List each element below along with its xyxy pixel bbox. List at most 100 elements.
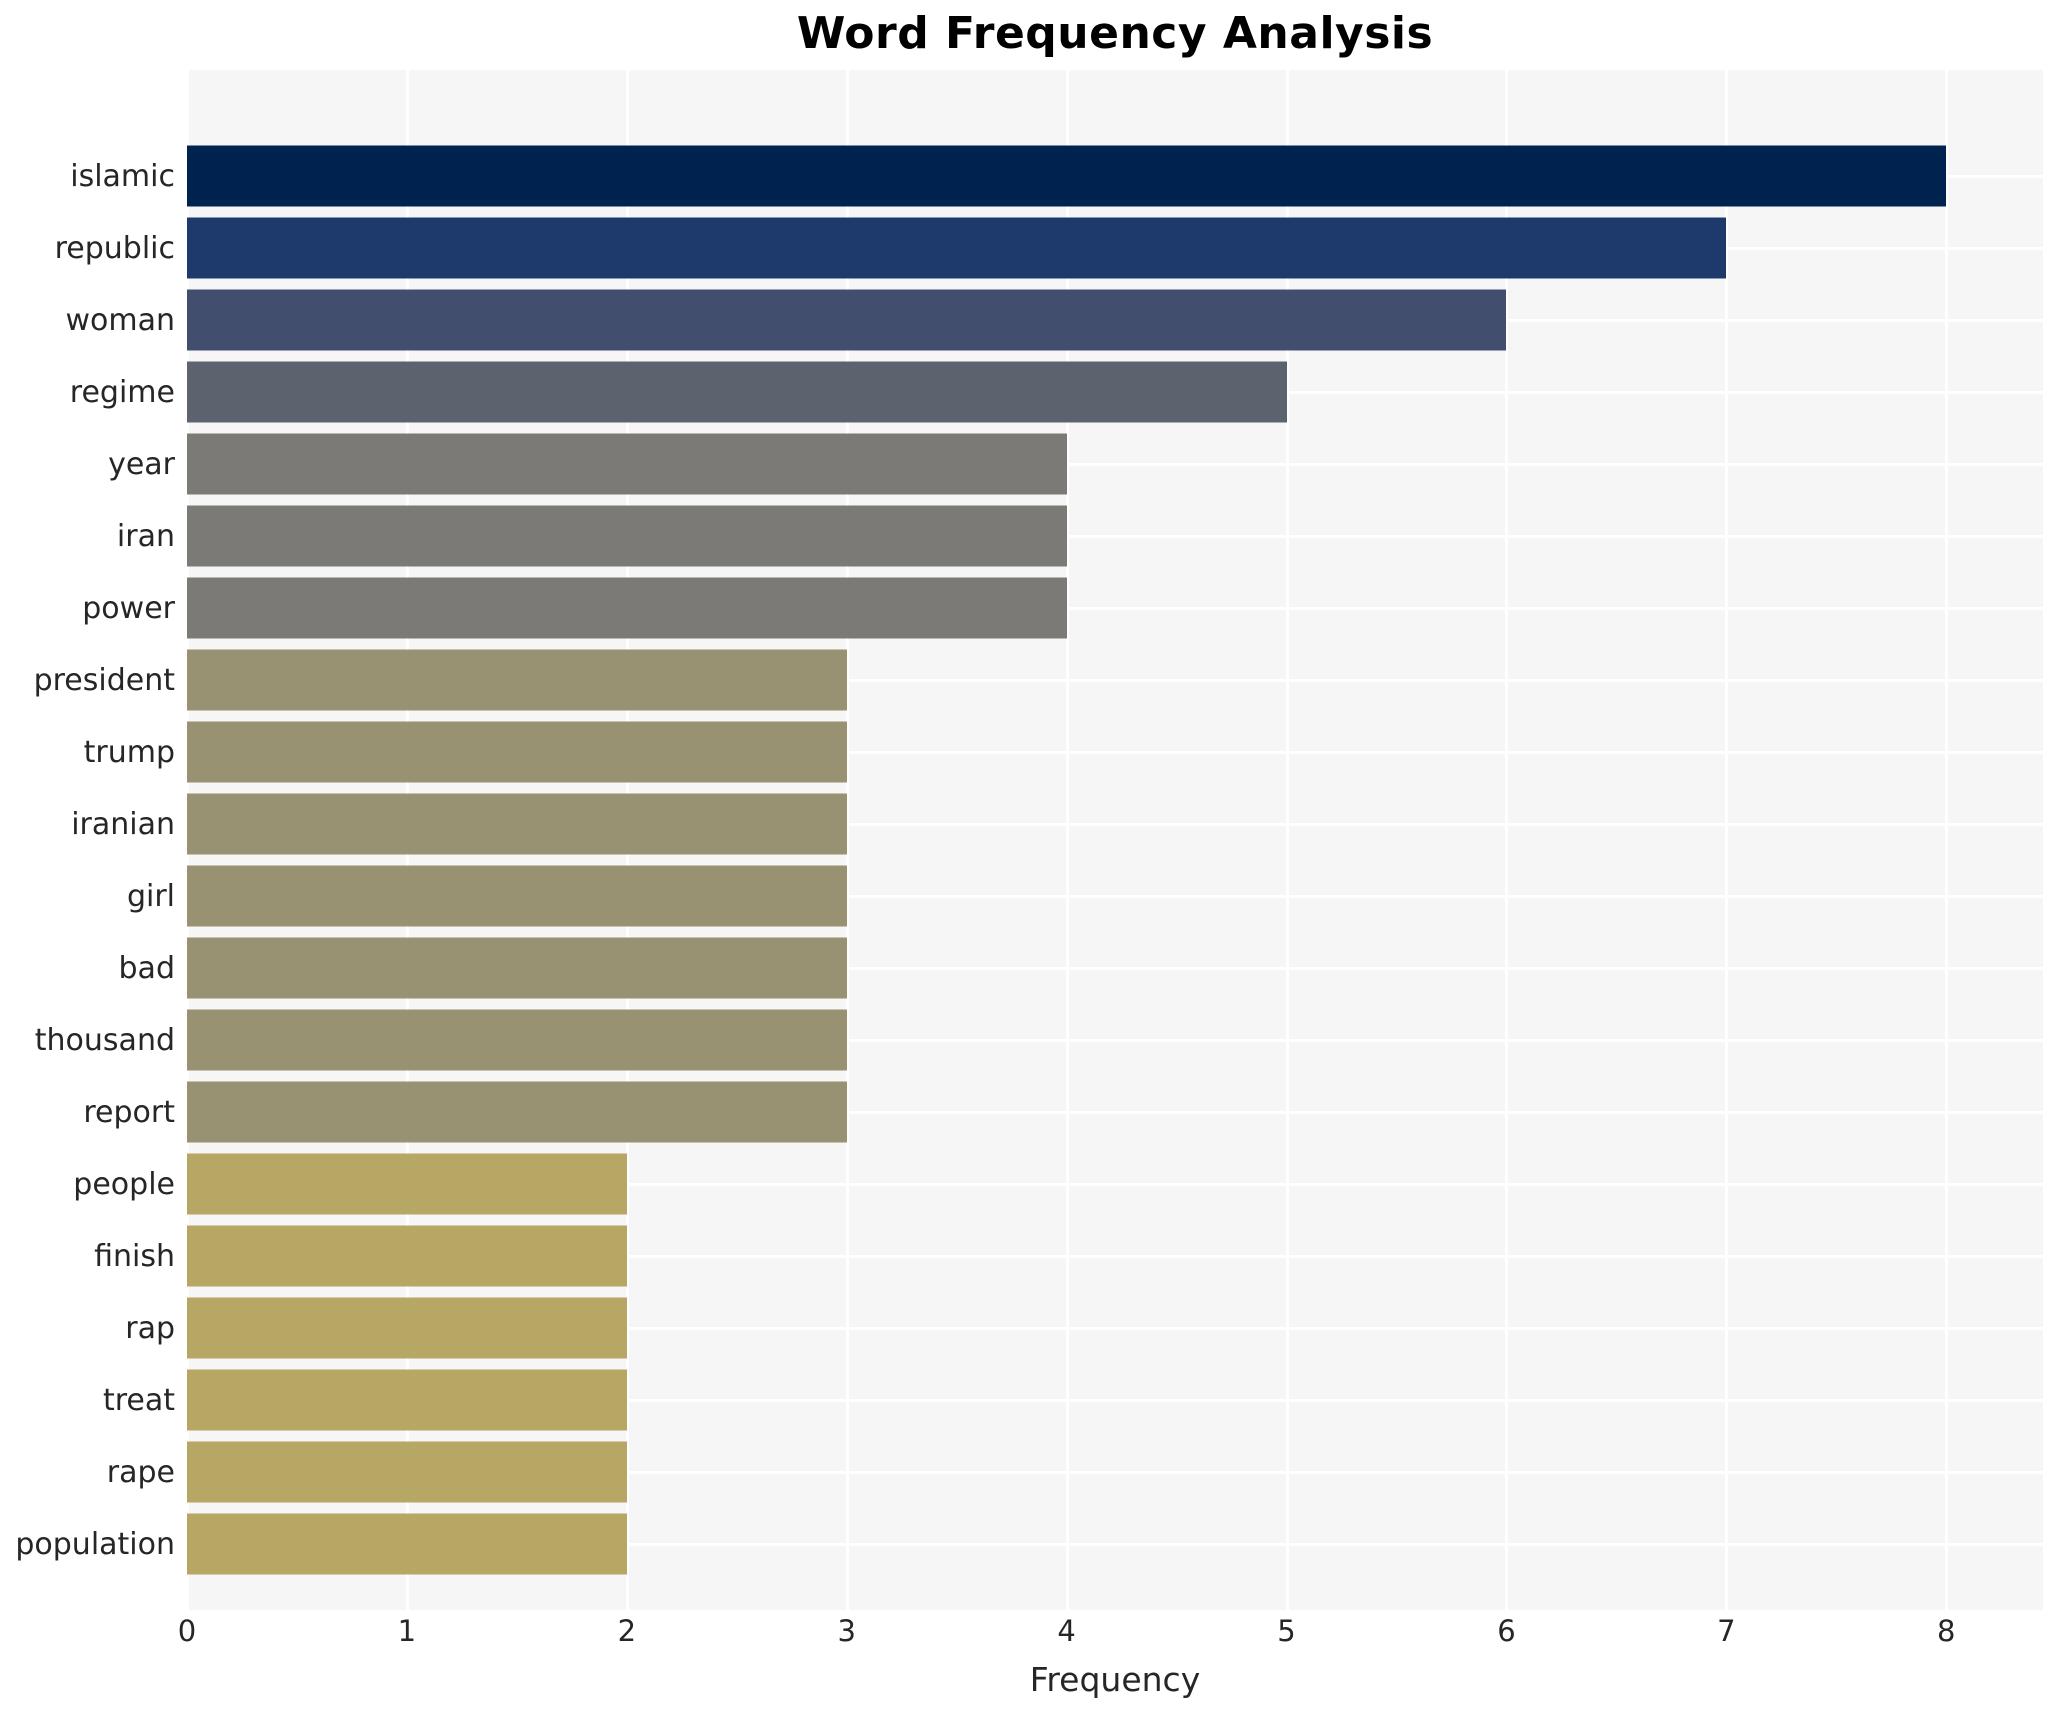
horizontal-gridline (187, 1327, 2043, 1330)
bar-row: year (0, 428, 2043, 500)
bar-row: finish (0, 1220, 2043, 1292)
bar-row: report (0, 1076, 2043, 1148)
bar-row: thousand (0, 1004, 2043, 1076)
category-label: republic (54, 230, 175, 266)
category-label: report (83, 1094, 175, 1130)
bar-track (187, 1076, 2043, 1148)
bar (187, 1081, 847, 1143)
bar (187, 217, 1727, 279)
bar (187, 145, 1947, 207)
vertical-gridline (1725, 70, 1729, 1610)
bar-track (187, 212, 2043, 284)
bar-row: bad (0, 932, 2043, 1004)
horizontal-gridline (187, 751, 2043, 754)
bar (187, 1009, 847, 1071)
bar-row: president (0, 644, 2043, 716)
bar (187, 1441, 627, 1503)
bar (187, 865, 847, 927)
bar (187, 721, 847, 783)
bar-track (187, 1436, 2043, 1508)
horizontal-gridline (187, 895, 2043, 898)
category-label: power (82, 590, 175, 626)
category-label: iranian (71, 806, 175, 842)
bar-track (187, 1220, 2043, 1292)
x-axis-ticks: 0 1 2 3 4 5 6 7 8 (178, 1614, 2043, 1654)
category-label: treat (102, 1382, 175, 1418)
category-label: girl (126, 878, 175, 914)
x-tick-label: 1 (397, 1614, 417, 1648)
category-label: rap (125, 1310, 175, 1346)
bar (187, 1225, 627, 1287)
bar-track (187, 860, 2043, 932)
bar (187, 649, 847, 711)
bar-track (187, 1508, 2043, 1580)
category-label: rape (106, 1454, 175, 1490)
vertical-gridline (1505, 70, 1509, 1610)
bar-row: islamic (0, 140, 2043, 212)
category-label: woman (65, 302, 175, 338)
x-tick-label: 3 (837, 1614, 856, 1648)
bar-row: rape (0, 1436, 2043, 1508)
bar-row: iran (0, 500, 2043, 572)
category-label: thousand (34, 1022, 175, 1058)
vertical-gridline (1945, 70, 1949, 1610)
bar (187, 1153, 627, 1215)
horizontal-gridline (187, 463, 2043, 466)
horizontal-gridline (187, 535, 2043, 538)
bar-track (187, 788, 2043, 860)
bar-track (187, 284, 2043, 356)
horizontal-gridline (187, 823, 2043, 826)
horizontal-gridline (187, 607, 2043, 610)
x-tick-label: 6 (1497, 1614, 1516, 1648)
horizontal-gridline (187, 1255, 2043, 1258)
bar-row: girl (0, 860, 2043, 932)
bar-row: population (0, 1508, 2043, 1580)
bar-track (187, 572, 2043, 644)
x-tick-label: 5 (1277, 1614, 1296, 1648)
bar-row: rap (0, 1292, 2043, 1364)
x-tick-label: 0 (177, 1614, 197, 1648)
category-label: president (33, 662, 175, 698)
vertical-gridline (845, 70, 849, 1610)
bar (187, 433, 1067, 495)
bar-row: republic (0, 212, 2043, 284)
bar-track (187, 356, 2043, 428)
horizontal-gridline (187, 1471, 2043, 1474)
category-label: regime (69, 374, 175, 410)
category-label: islamic (70, 158, 175, 194)
category-label: people (73, 1166, 175, 1202)
bar-track (187, 716, 2043, 788)
bar-row: people (0, 1148, 2043, 1220)
vertical-gridline (1285, 70, 1289, 1610)
bar-track (187, 1292, 2043, 1364)
category-label: bad (118, 950, 175, 986)
bar-row: iranian (0, 788, 2043, 860)
bar-track (187, 932, 2043, 1004)
category-label: population (15, 1526, 175, 1562)
bar-row: power (0, 572, 2043, 644)
bar-track (187, 1148, 2043, 1220)
bar (187, 289, 1507, 351)
bar-rows: islamic republic woman regime year (0, 70, 2043, 1610)
category-label: iran (116, 518, 175, 554)
bar (187, 361, 1287, 423)
category-label: finish (94, 1238, 175, 1274)
bar (187, 1369, 627, 1431)
bar-row: woman (0, 284, 2043, 356)
x-tick-label: 2 (617, 1614, 637, 1648)
bar (187, 1297, 627, 1359)
bar (187, 577, 1067, 639)
vertical-gridline (1065, 70, 1069, 1610)
bar-row: regime (0, 356, 2043, 428)
bar-track (187, 1364, 2043, 1436)
bar (187, 793, 847, 855)
x-axis-label: Frequency (1029, 1660, 1201, 1699)
category-label: trump (83, 734, 175, 770)
bar (187, 1513, 627, 1575)
bar (187, 505, 1067, 567)
bar-track (187, 500, 2043, 572)
horizontal-gridline (187, 679, 2043, 682)
horizontal-gridline (187, 967, 2043, 970)
chart-title: Word Frequency Analysis (796, 8, 1434, 59)
